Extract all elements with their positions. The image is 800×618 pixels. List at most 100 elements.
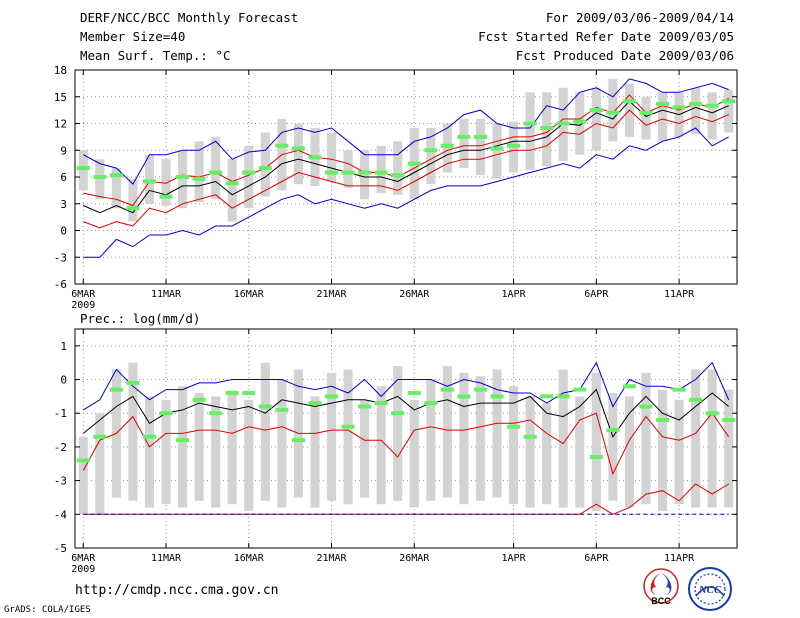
variable-label: Mean Surf. Temp.: °C <box>80 48 231 63</box>
spread-box <box>376 145 386 194</box>
median-marker <box>142 434 156 439</box>
median-marker <box>325 394 339 399</box>
spread-box <box>641 96 651 140</box>
series-line-10th-percentile <box>83 127 729 258</box>
spread-box <box>360 150 370 200</box>
spread-box <box>326 372 337 501</box>
y-tick-label: -5 <box>54 542 67 555</box>
y-tick-label: 18 <box>54 64 67 77</box>
y-tick-label: 12 <box>54 118 67 131</box>
median-marker <box>507 424 521 429</box>
spread-box <box>310 396 320 508</box>
median-marker <box>556 394 570 399</box>
spread-box <box>509 386 519 505</box>
x-tick-label: 6APR <box>584 289 609 300</box>
median-marker <box>192 176 206 181</box>
y-tick-label: 9 <box>60 144 67 157</box>
median-marker <box>176 438 190 443</box>
ncc-logo: NCC <box>686 566 734 612</box>
spread-box <box>575 396 585 508</box>
median-marker <box>93 434 107 439</box>
median-marker <box>159 411 173 416</box>
series-line-upper <box>83 94 729 207</box>
median-marker <box>308 401 322 406</box>
y-tick-label: 0 <box>60 374 67 387</box>
median-marker <box>109 387 123 392</box>
spread-box <box>194 393 204 501</box>
median-marker <box>142 179 156 184</box>
series-line-90th-percentile <box>83 361 730 411</box>
website-link[interactable]: http://cmdp.ncc.cma.gov.cn <box>75 583 279 598</box>
y-tick-label: 15 <box>54 91 67 104</box>
median-marker <box>705 411 719 416</box>
spread-box <box>360 399 370 498</box>
median-marker <box>589 108 603 113</box>
spread-box <box>674 399 684 505</box>
series-line-lower <box>82 412 730 476</box>
spread-box <box>707 369 717 508</box>
x-tick-label: 6MAR <box>71 553 96 564</box>
temperature-panel: -6 -3 0 3 6 9 12 15 18 6MAR 11MAR 16MAR 21MAR 26MAR 1A… <box>54 64 738 311</box>
x-tick-label: 21MAR <box>316 553 347 564</box>
spread-box <box>475 376 486 501</box>
spread-box <box>657 92 668 142</box>
x-tick-label: 26MAR <box>399 553 430 564</box>
spread-box <box>211 136 221 200</box>
x-tick-label: 16MAR <box>234 289 265 300</box>
spread-box <box>624 396 634 508</box>
spread-box <box>111 168 121 209</box>
median-marker <box>457 134 471 139</box>
median-marker <box>258 166 272 171</box>
spread-box <box>459 119 469 169</box>
spread-box <box>95 413 105 515</box>
median-marker <box>523 121 537 126</box>
median-marker <box>622 384 636 389</box>
y-tick-label: 1 <box>60 340 67 353</box>
y-tick-label: -3 <box>54 475 67 488</box>
spread-box <box>244 145 254 209</box>
median-marker <box>672 387 686 392</box>
spread-box <box>641 372 651 505</box>
median-marker <box>275 407 289 412</box>
median-marker <box>440 143 454 148</box>
median-marker <box>440 387 454 392</box>
spread-box <box>525 92 535 170</box>
spread-box <box>227 393 237 505</box>
spread-box <box>95 159 105 200</box>
spread-box <box>724 389 734 508</box>
spread-box <box>442 366 452 498</box>
median-marker <box>242 391 256 396</box>
median-marker <box>507 143 521 148</box>
spread-box <box>343 150 353 188</box>
bcc-logo-text: BCC <box>651 596 671 606</box>
median-marker <box>126 380 140 385</box>
spread-box <box>492 369 502 498</box>
spread-box <box>591 372 601 511</box>
x-tick-label: 11MAR <box>151 289 182 300</box>
median-marker <box>275 143 289 148</box>
spread-box <box>691 369 701 508</box>
median-marker <box>391 411 405 416</box>
series-line-ensemble-mean <box>83 100 729 214</box>
year-label: 2009 <box>71 564 95 575</box>
median-marker <box>291 146 305 151</box>
median-marker <box>341 170 355 175</box>
x-tick-label: 1APR <box>502 289 527 300</box>
median-marker <box>606 428 620 433</box>
spread-box <box>277 379 287 508</box>
chart-title: DERF/NCC/BCC Monthly Forecast <box>80 10 299 25</box>
spread-box <box>326 132 337 182</box>
spread-box <box>128 178 138 222</box>
median-marker <box>573 119 587 124</box>
median-marker <box>358 170 372 175</box>
median-marker <box>722 99 736 104</box>
year-label: 2009 <box>71 300 95 311</box>
median-marker <box>76 458 90 463</box>
median-marker <box>490 146 504 151</box>
spread-box <box>211 396 221 508</box>
spread-box <box>78 436 88 515</box>
spread-box <box>227 159 237 222</box>
median-marker <box>606 110 620 115</box>
